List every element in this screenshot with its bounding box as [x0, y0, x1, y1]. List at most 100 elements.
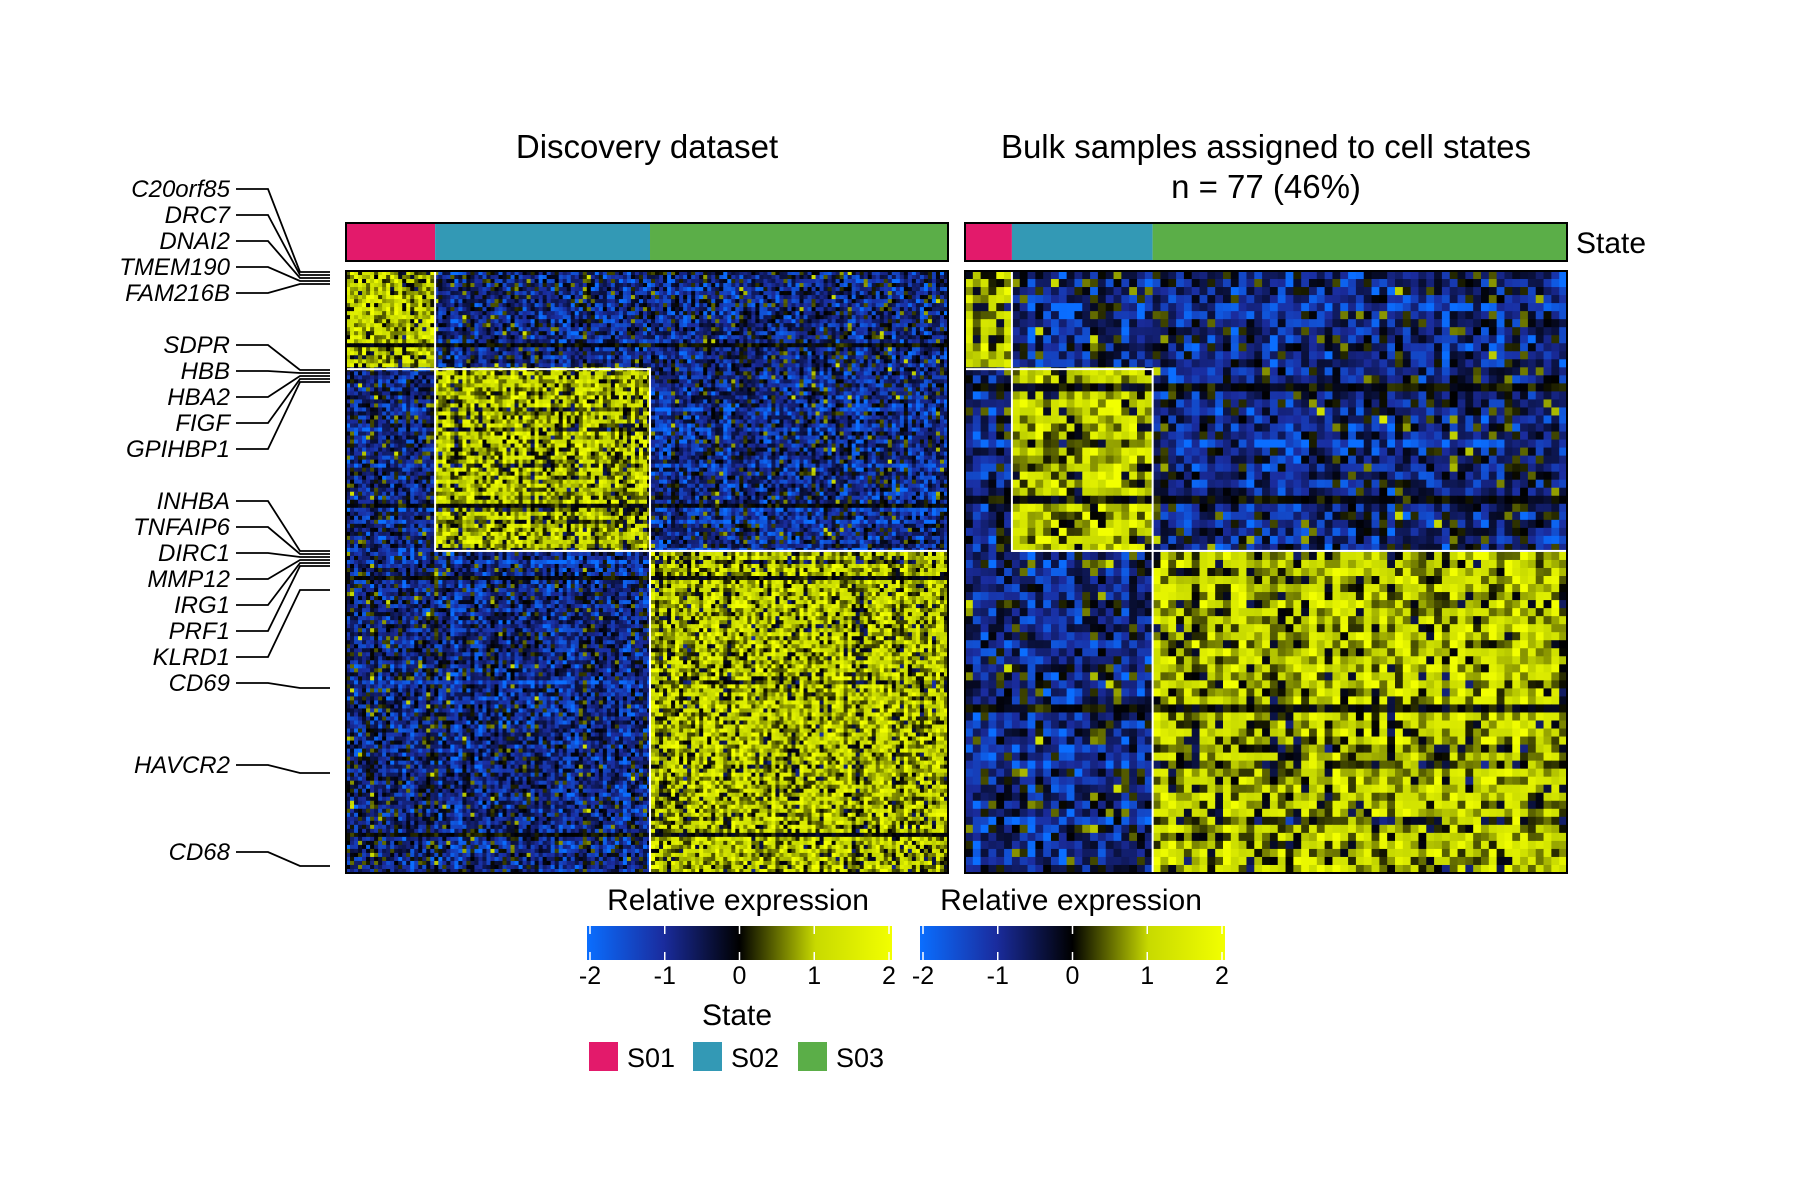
heatmap-cell: [911, 355, 917, 360]
heatmap-cell: [687, 275, 692, 280]
heatmap-cell: [731, 379, 736, 384]
heatmap-cell: [390, 343, 395, 348]
heatmap-cell: [498, 307, 504, 312]
heatmap-cell: [767, 399, 773, 405]
heatmap-cell: [350, 387, 355, 392]
heatmap-cell: [883, 319, 889, 324]
heatmap-cell: [919, 279, 925, 284]
heatmap-cell: [931, 271, 937, 276]
heatmap-cell: [502, 331, 508, 336]
heatmap-cell: [767, 295, 773, 300]
heatmap-cell: [843, 327, 849, 332]
heatmap-cell: [919, 327, 925, 332]
heatmap-cell: [731, 347, 736, 352]
heatmap-cell: [783, 295, 789, 300]
heatmap-cell: [638, 395, 644, 401]
heatmap-cell: [707, 343, 712, 348]
heatmap-cell: [358, 395, 363, 401]
heatmap-cell: [739, 291, 744, 296]
heatmap-cell: [943, 299, 949, 304]
heatmap-cell: [398, 323, 403, 328]
heatmap-cell: [590, 383, 596, 388]
heatmap-cell: [534, 315, 540, 320]
heatmap-cell: [735, 391, 740, 397]
heatmap-cell: [554, 355, 560, 360]
heatmap-cell: [614, 307, 620, 312]
heatmap-cell: [671, 363, 676, 368]
heatmap-cell: [787, 311, 793, 316]
heatmap-cell: [510, 283, 516, 288]
heatmap-cell: [546, 339, 552, 344]
heatmap-cell: [614, 299, 620, 304]
heatmap-cell: [923, 395, 929, 401]
heatmap-cell: [755, 383, 760, 388]
heatmap-cell: [715, 319, 720, 324]
heatmap-cell: [671, 331, 676, 336]
heatmap-cell: [835, 347, 841, 352]
heatmap-cell: [398, 347, 403, 352]
heatmap-cell: [743, 335, 748, 340]
heatmap-cell: [787, 287, 793, 292]
heatmap-cell: [907, 367, 913, 372]
heatmap-cell: [659, 303, 664, 308]
heatmap-cell: [703, 387, 708, 392]
heatmap-cell: [919, 359, 925, 364]
heatmap-cell: [691, 303, 696, 308]
heatmap-cell: [398, 331, 403, 336]
heatmap-cell: [751, 395, 756, 401]
heatmap-cell: [402, 275, 407, 280]
heatmap-cell: [691, 319, 696, 324]
heatmap-cell: [651, 351, 656, 356]
heatmap-cell: [647, 295, 652, 300]
heatmap-cell: [943, 359, 949, 364]
heatmap-cell: [915, 343, 921, 348]
heatmap-cell: [847, 271, 853, 276]
heatmap-cell: [586, 371, 592, 376]
heatmap-cell: [614, 271, 620, 276]
heatmap-cell: [931, 327, 937, 332]
heatmap-cell: [578, 271, 584, 276]
heatmap-cell: [671, 279, 676, 284]
heatmap-cell: [458, 299, 463, 304]
heatmap-cell: [943, 327, 949, 332]
heatmap-cell: [679, 375, 684, 380]
heatmap-cell: [522, 279, 528, 284]
heatmap-cell: [494, 299, 500, 304]
heatmap-cell: [406, 351, 411, 356]
heatmap-cell: [478, 291, 484, 296]
heatmap-cell: [562, 331, 568, 336]
state-bar-s01: [346, 223, 436, 261]
heatmap-cell: [927, 359, 933, 364]
heatmap-cell: [590, 363, 596, 368]
heatmap-cell: [683, 319, 688, 324]
heatmap-cell: [514, 343, 520, 348]
heatmap-cell: [907, 295, 913, 300]
heatmap-cell: [434, 283, 439, 288]
heatmap-cell: [687, 331, 692, 336]
heatmap-cell: [811, 359, 817, 364]
heatmap-cell: [923, 315, 929, 320]
heatmap-cell: [530, 287, 536, 292]
heatmap-cell: [626, 351, 632, 356]
heatmap-cell: [715, 299, 720, 304]
heatmap-cell: [763, 327, 768, 332]
heatmap-cell: [735, 331, 740, 336]
heatmap-cell: [879, 355, 885, 360]
heatmap-cell: [939, 391, 945, 397]
heatmap-cell: [735, 303, 740, 308]
heatmap-cell: [863, 323, 869, 328]
heatmap-cell: [534, 279, 540, 284]
heatmap-cell: [454, 339, 459, 344]
heatmap-cell: [562, 311, 568, 316]
heatmap-cell: [899, 315, 905, 320]
heatmap-cell: [498, 391, 504, 397]
heatmap-cell: [554, 283, 560, 288]
heatmap-cell: [578, 307, 584, 312]
heatmap-cell: [550, 383, 556, 388]
heatmap-cell: [879, 299, 885, 304]
heatmap-cell: [530, 275, 536, 280]
heatmap-cell: [606, 291, 612, 296]
heatmap-cell: [442, 271, 447, 276]
heatmap-cell: [358, 347, 363, 352]
heatmap-cell: [911, 343, 917, 348]
